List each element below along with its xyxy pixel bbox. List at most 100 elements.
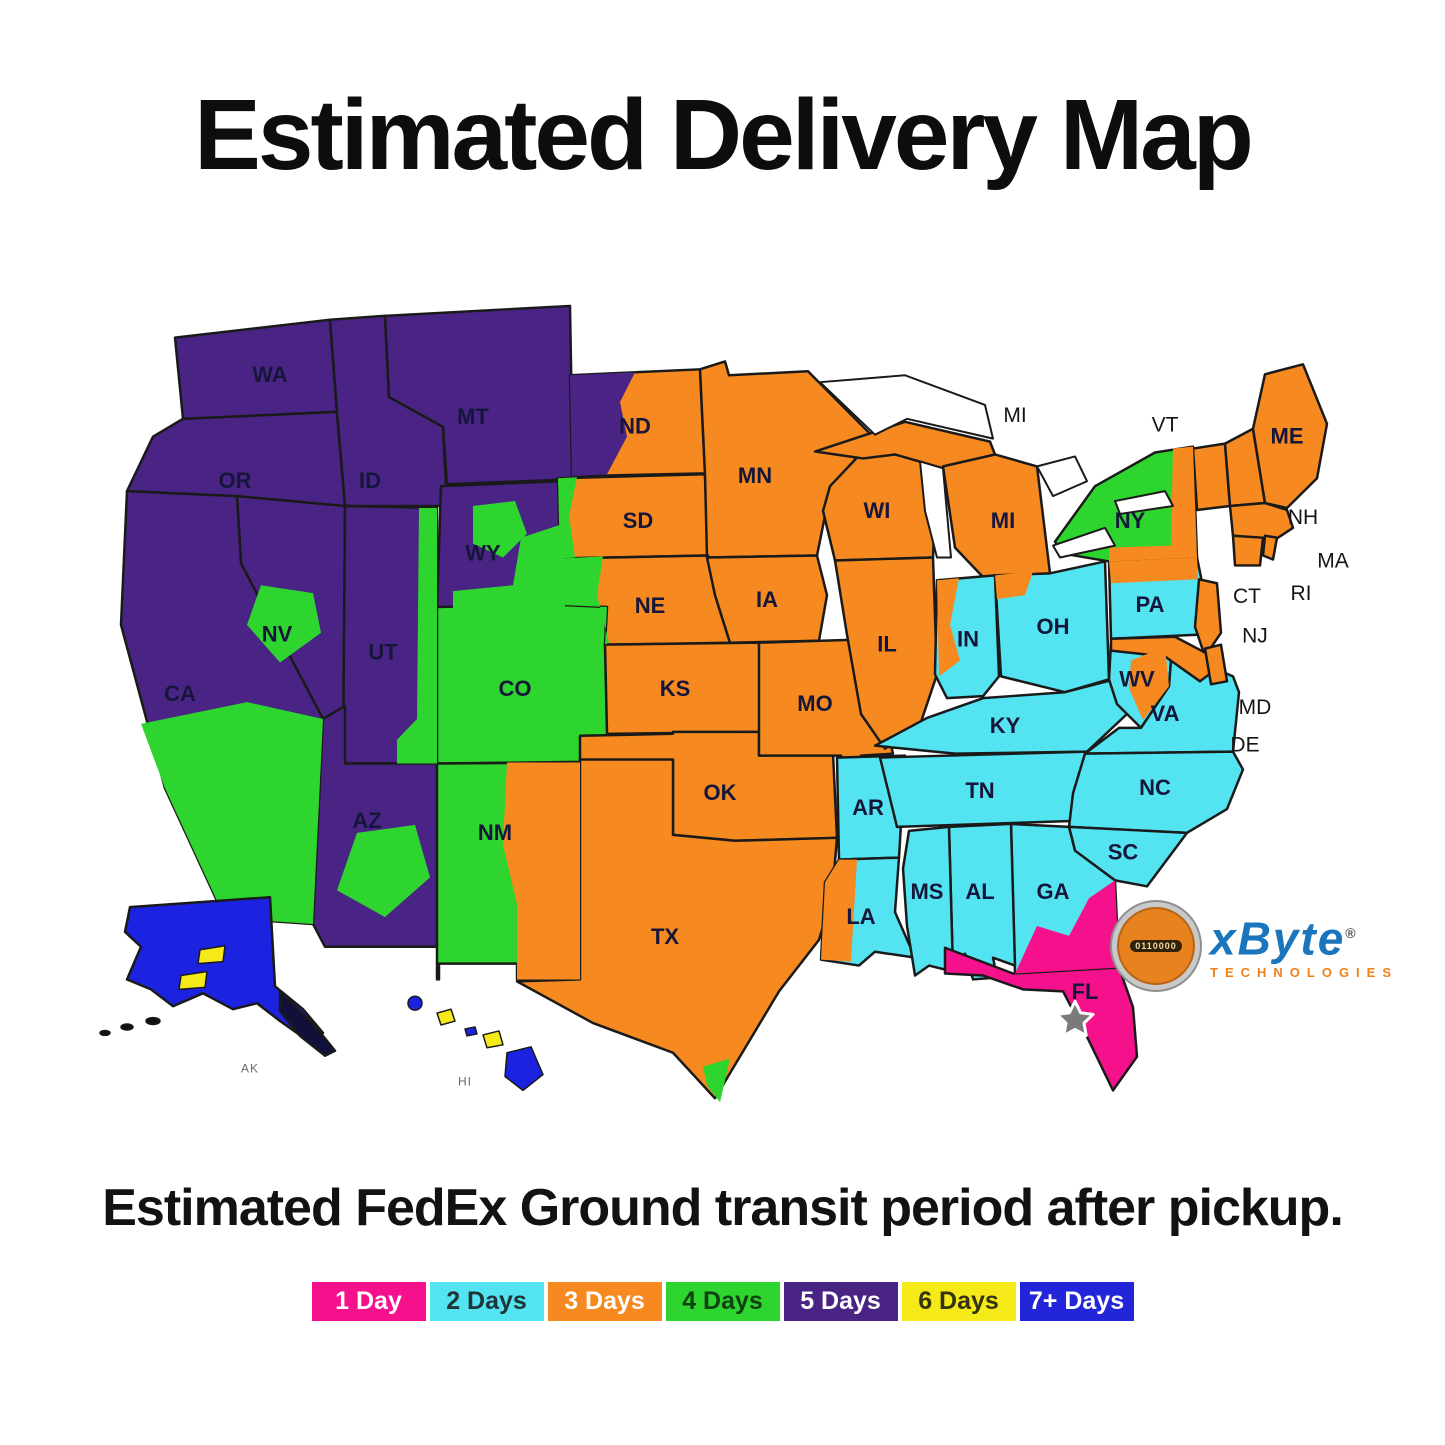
legend-label: 6 Days <box>918 1287 999 1315</box>
label-md: MD <box>1239 696 1272 719</box>
legend-label: 5 Days <box>800 1287 881 1315</box>
label-de: DE <box>1230 734 1259 757</box>
lake-erie <box>1052 526 1116 559</box>
state-de <box>1203 643 1229 686</box>
patch-oh-nw-3day <box>995 571 1033 600</box>
map-caption: Estimated FedEx Ground transit period af… <box>102 1179 1344 1237</box>
label-mn: MN <box>738 463 772 488</box>
registered-mark: ® <box>1345 925 1358 942</box>
legend-item-2-days: 2 Days <box>429 1282 544 1321</box>
lake-ontario <box>1114 490 1174 515</box>
state-ct <box>1231 534 1265 567</box>
label-me: ME <box>1271 424 1304 449</box>
state-nc <box>1067 750 1245 835</box>
label-ca: CA <box>164 681 196 706</box>
label-pa: PA <box>1136 592 1165 617</box>
state-ms <box>901 825 955 977</box>
patch-wy-west-4day <box>473 501 527 558</box>
label-ny: NY <box>1115 508 1146 533</box>
label-wi: WI <box>864 498 891 523</box>
patch-nm-east-3day <box>503 762 580 980</box>
label-tx: TX <box>651 924 679 949</box>
page-title: Estimated Delivery Map <box>194 79 1254 191</box>
label-va: VA <box>1151 701 1180 726</box>
label-or: OR <box>219 468 252 493</box>
logo-tagline: TECHNOLOGIES <box>1210 964 1399 980</box>
label-mt: MT <box>457 404 489 429</box>
origin-star-icon <box>1055 999 1095 1037</box>
label-ga: GA <box>1037 879 1070 904</box>
label-ak: AK <box>241 1062 259 1076</box>
legend-label: 4 Days <box>682 1287 763 1315</box>
hi-oahu-6day <box>436 1008 456 1026</box>
hi-kauai <box>407 995 423 1011</box>
label-tn: TN <box>965 778 994 803</box>
legend-item-5-days: 5 Days <box>783 1282 898 1321</box>
label-oh: OH <box>1037 614 1070 639</box>
label-mi: MI <box>991 508 1015 533</box>
patch-ak-6day-2 <box>178 970 208 991</box>
patch-ak-6day-1 <box>197 945 226 965</box>
lake-michigan <box>919 460 952 559</box>
ak-aleutian-island <box>145 1016 161 1026</box>
legend-label: 2 Days <box>446 1287 527 1315</box>
logo-brand-name: xByte® <box>1210 911 1398 962</box>
label-az: AZ <box>352 808 381 833</box>
us-delivery-map: WA OR CA NV ID MT WY UT CO AZ NM ND SD N… <box>99 304 1349 1103</box>
patch-ne-west-4day <box>560 556 609 645</box>
label-sd: SD <box>623 508 654 533</box>
label-wa: WA <box>252 362 288 387</box>
patch-az-4day <box>337 824 430 918</box>
patch-ga-south-1day <box>1015 880 1119 974</box>
legend-label: 7+ Days <box>1028 1287 1125 1315</box>
patch-wy-se-4day <box>453 523 565 610</box>
patch-ut-east-4day <box>397 507 437 764</box>
hi-molokai <box>464 1026 478 1037</box>
label-ut: UT <box>368 640 398 665</box>
label-vt: VT <box>1152 414 1179 437</box>
label-wv: WV <box>1119 666 1155 691</box>
label-ri: RI <box>1290 582 1311 605</box>
ak-aleutian-island <box>120 1023 134 1031</box>
label-mi-upper: MI <box>1003 404 1026 427</box>
label-ne: NE <box>635 593 666 618</box>
legend-item-7plus-days: 7+ Days <box>1019 1282 1134 1321</box>
badge-binary-pill: 0110000 <box>1130 939 1182 952</box>
label-la: LA <box>846 904 876 929</box>
legend-label: 3 Days <box>564 1287 645 1315</box>
label-nc: NC <box>1139 775 1171 800</box>
us-map-container: WA OR CA NV ID MT WY UT CO AZ NM ND SD N… <box>75 298 1395 1130</box>
ak-panhandle <box>278 990 337 1057</box>
label-co: CO <box>499 676 532 701</box>
label-ok: OK <box>704 780 737 805</box>
patch-ny-east-3day <box>1109 446 1197 562</box>
patch-sd-west-4day <box>558 477 577 559</box>
label-hi: HI <box>458 1074 472 1088</box>
patch-wv-3day <box>1129 646 1169 720</box>
label-al: AL <box>965 879 994 904</box>
label-ks: KS <box>660 676 691 701</box>
ak-aleutian-island <box>99 1029 111 1037</box>
label-nm: NM <box>478 820 512 845</box>
brand-text: xByte <box>1210 912 1346 965</box>
legend-item-4-days: 4 Days <box>665 1282 780 1321</box>
label-mo: MO <box>797 691 832 716</box>
lake-superior <box>819 374 994 440</box>
legend-item-3-days: 3 Days <box>547 1282 662 1321</box>
label-sc: SC <box>1108 840 1139 865</box>
label-ma: MA <box>1317 549 1349 572</box>
label-nv: NV <box>262 622 293 647</box>
transit-time-legend: 1 Day 2 Days 3 Days 4 Days 5 Days 6 Days… <box>0 1282 1445 1321</box>
state-ri <box>1261 534 1279 561</box>
state-tx <box>515 758 839 1100</box>
patch-ca-south-4day <box>141 702 323 924</box>
hi-maui-6day <box>482 1030 504 1049</box>
legend-label: 1 Day <box>335 1287 402 1315</box>
label-wy: WY <box>465 541 501 566</box>
legend-item-1-day: 1 Day <box>311 1282 426 1321</box>
label-nd: ND <box>619 414 651 439</box>
label-ms: MS <box>911 879 944 904</box>
label-nj: NJ <box>1242 625 1268 648</box>
label-in: IN <box>957 627 979 652</box>
